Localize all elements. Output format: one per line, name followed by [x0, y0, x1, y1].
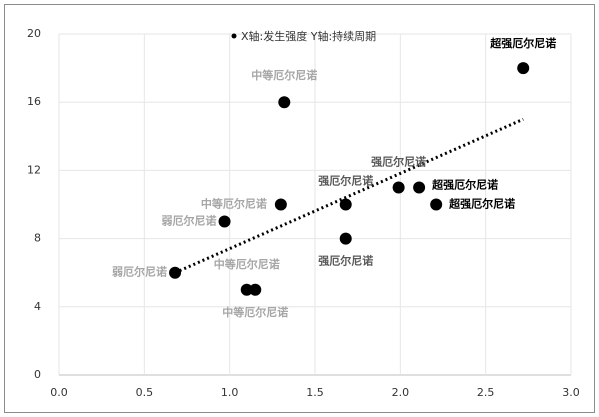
data-label: 超强厄尔尼诺 [448, 197, 515, 211]
data-label: 强厄尔尼诺 [318, 254, 373, 268]
point [430, 198, 443, 211]
trendline [174, 117, 524, 275]
x-tick-label: 3.0 [562, 386, 580, 399]
x-tick-label: 1.5 [306, 386, 324, 399]
point [413, 181, 426, 194]
y-tick-label: 0 [34, 368, 41, 381]
data-label: 强厄尔尼诺 [371, 154, 426, 168]
point [218, 215, 231, 228]
data-label: 中等厄尔尼诺 [222, 305, 288, 319]
y-tick-label: 4 [34, 300, 41, 313]
data-label: 弱厄尔尼诺 [162, 214, 217, 228]
point [249, 283, 262, 296]
point [392, 181, 405, 194]
x-tick-label: 2.5 [477, 386, 495, 399]
x-tick-label: 0.0 [50, 386, 68, 399]
point [240, 283, 253, 296]
data-label: 中等厄尔尼诺 [214, 257, 280, 271]
x-tick-label: 2.0 [392, 386, 410, 399]
data-label: 强厄尔尼诺 [318, 174, 373, 188]
x-tick-label: 1.0 [221, 386, 239, 399]
point [278, 96, 291, 109]
y-tick-label: 8 [34, 232, 41, 245]
data-label: 超强厄尔尼诺 [489, 36, 556, 50]
legend-label: X轴:发生强度 Y轴:持续周期 [241, 29, 376, 43]
point [274, 198, 287, 211]
point [339, 198, 352, 211]
y-tick-label: 16 [27, 95, 41, 108]
data-label: 超强厄尔尼诺 [431, 177, 498, 191]
x-tick-label: 0.5 [136, 386, 154, 399]
data-label: 中等厄尔尼诺 [251, 68, 317, 82]
chart-frame [4, 4, 595, 413]
data-label: 弱厄尔尼诺 [112, 265, 167, 279]
data-label: 中等厄尔尼诺 [201, 197, 267, 211]
point [339, 232, 352, 245]
y-tick-label: 20 [27, 27, 41, 40]
y-tick-label: 12 [27, 163, 41, 176]
point [517, 62, 530, 75]
legend-marker [231, 33, 237, 39]
point [169, 266, 182, 279]
